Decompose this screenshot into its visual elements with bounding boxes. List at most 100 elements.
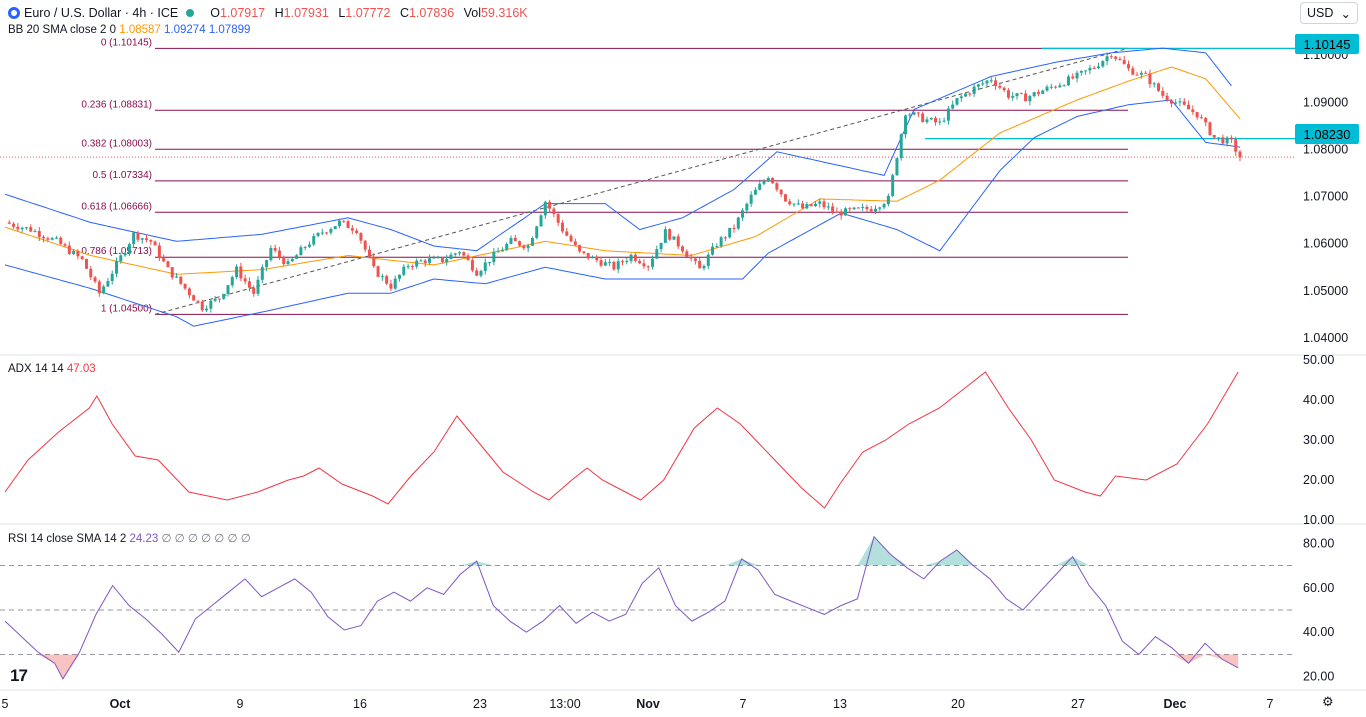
candle-body: [728, 227, 732, 238]
candle-body: [213, 298, 217, 301]
candle-body: [942, 120, 946, 122]
candle-body: [46, 238, 50, 240]
candle-body: [1157, 83, 1161, 91]
rsi-layer: [0, 535, 1295, 680]
candle-body: [655, 249, 659, 259]
candle-body: [831, 206, 835, 212]
candle-body: [938, 121, 942, 123]
time-axis-tick: 9: [237, 697, 244, 711]
close-label: C: [399, 6, 409, 20]
candle-body: [252, 287, 256, 294]
candle-body: [1187, 104, 1191, 110]
fib-level-label: 0.618 (1.06666): [81, 201, 152, 212]
candle-body: [1036, 92, 1040, 94]
time-axis-tick: 7: [1267, 697, 1274, 711]
candles-layer: [7, 52, 1242, 313]
adx-legend-label: ADX 14 14: [8, 363, 64, 375]
candle-body: [127, 244, 131, 254]
rsi-extreme-fill: [1056, 556, 1073, 566]
candle-body: [578, 245, 582, 252]
candle-body: [530, 237, 534, 246]
candle-body: [136, 232, 140, 240]
candle-body: [1058, 85, 1062, 88]
candle-body: [736, 217, 740, 229]
bb-basis-value: 1.08587: [119, 24, 161, 36]
settings-icon[interactable]: ⚙: [1322, 694, 1334, 709]
candle-body: [1002, 87, 1006, 91]
candle-body: [1028, 96, 1032, 102]
candle-body: [432, 257, 436, 259]
candle-body: [556, 214, 560, 223]
candle-body: [766, 178, 770, 181]
bb-lower-value: 1.07899: [208, 24, 251, 36]
tradingview-logo-icon[interactable]: 17: [10, 666, 28, 685]
rsi-legend[interactable]: RSI 14 close SMA 14 2 24.23 ∅ ∅ ∅ ∅ ∅ ∅ …: [8, 531, 251, 545]
candle-body: [376, 266, 380, 277]
candle-body: [934, 118, 938, 123]
candle-body: [1161, 90, 1165, 96]
candle-body: [84, 259, 88, 269]
candle-body: [80, 256, 84, 260]
candle-body: [458, 252, 462, 254]
rsi-extreme-fill: [940, 550, 957, 566]
candle-body: [972, 86, 976, 94]
rsi-line: [4, 535, 1239, 680]
adx-value: 47.03: [66, 363, 96, 375]
candle-body: [633, 254, 637, 261]
candle-body: [959, 96, 963, 99]
rsi-extreme-fill: [54, 654, 63, 679]
currency-select[interactable]: USD ⌄: [1300, 2, 1358, 24]
rsi-extreme-fill: [1171, 654, 1189, 664]
candle-body: [235, 266, 239, 278]
candle-body: [153, 241, 157, 246]
candle-body: [796, 203, 800, 205]
candle-body: [822, 201, 826, 208]
candle-body: [989, 80, 993, 82]
time-axis-tick: 13: [833, 697, 847, 711]
candle-body: [466, 255, 470, 261]
candle-body: [406, 266, 410, 268]
candle-body: [333, 226, 337, 230]
candle-body: [419, 260, 423, 262]
candle-body: [428, 258, 432, 263]
candle-body: [1096, 66, 1100, 69]
candle-body: [346, 221, 350, 229]
bb-legend[interactable]: BB 20 SMA close 2 0 1.08587 1.09274 1.07…: [8, 24, 250, 36]
time-axis-tick: 5: [2, 697, 9, 711]
candle-body: [856, 207, 860, 209]
candle-body: [1054, 86, 1058, 88]
candle-body: [565, 231, 569, 236]
candle-body: [788, 201, 792, 205]
rsi-extreme-fill: [923, 561, 941, 566]
candle-body: [76, 251, 80, 257]
rsi-extreme-fill: [476, 561, 494, 566]
candle-body: [230, 277, 234, 286]
candle-body: [1225, 137, 1229, 144]
candle-body: [964, 93, 968, 97]
candle-body: [1024, 93, 1028, 102]
candle-body: [110, 273, 114, 282]
fib-level-label: 1 (1.04500): [101, 303, 152, 314]
ohlc-readout: O1.07917 H1.07931 L1.07772 C1.07836 Vol5…: [204, 6, 527, 20]
candle-body: [505, 243, 509, 250]
candle-body: [522, 245, 526, 249]
candle-body: [1178, 101, 1182, 103]
adx-legend[interactable]: ADX 14 14 47.03: [8, 363, 96, 375]
candle-body: [1049, 86, 1053, 88]
bb-basis-line: [4, 66, 1241, 275]
bb-lower-band: [4, 99, 1241, 327]
candle-body: [895, 158, 899, 176]
rsi-extreme-fill: [873, 536, 891, 566]
candle-body: [50, 238, 54, 240]
symbol-title[interactable]: Euro / U.S. Dollar · 4h · ICE: [24, 6, 179, 20]
candle-body: [732, 227, 736, 229]
rsi-axis-tick: 40.00: [1303, 625, 1334, 639]
price-tag-upper: 1.10145: [1295, 34, 1359, 54]
candle-body: [741, 210, 745, 218]
bollinger-layer: [4, 47, 1241, 327]
candle-body: [312, 235, 316, 245]
candle-body: [265, 260, 269, 268]
candle-body: [693, 258, 697, 261]
open-label: O: [210, 6, 220, 20]
